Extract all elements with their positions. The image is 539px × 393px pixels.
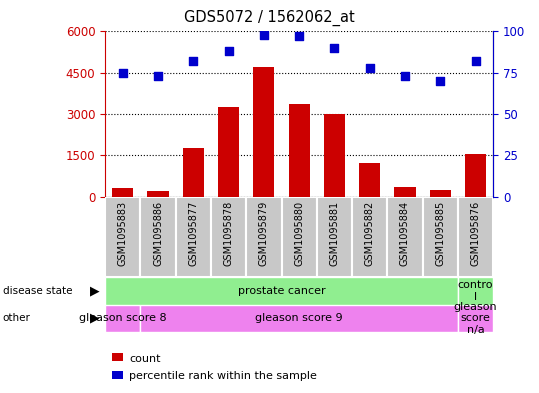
Point <box>189 58 198 64</box>
Point <box>365 64 374 71</box>
Bar <box>281 196 317 277</box>
Bar <box>423 196 458 277</box>
Bar <box>458 277 493 305</box>
Bar <box>253 67 274 196</box>
Bar <box>105 305 140 332</box>
Point <box>330 45 338 51</box>
Point <box>154 73 162 79</box>
Text: contro
l: contro l <box>458 280 493 301</box>
Text: GSM1095885: GSM1095885 <box>436 200 445 266</box>
Bar <box>211 196 246 277</box>
Text: GSM1095877: GSM1095877 <box>188 200 198 266</box>
Bar <box>359 163 381 196</box>
Bar <box>465 154 486 196</box>
Text: gleason score 9: gleason score 9 <box>255 313 343 323</box>
Bar <box>317 196 352 277</box>
Text: ▶: ▶ <box>90 312 100 325</box>
Text: gleason score 8: gleason score 8 <box>79 313 167 323</box>
Point <box>295 33 303 40</box>
Bar <box>112 371 123 379</box>
Text: GSM1095878: GSM1095878 <box>224 200 233 266</box>
Bar <box>218 107 239 196</box>
Bar <box>105 196 140 277</box>
Text: other: other <box>3 313 31 323</box>
Bar <box>458 305 493 332</box>
Bar <box>388 196 423 277</box>
Bar <box>324 114 345 196</box>
Bar <box>148 191 169 196</box>
Text: GSM1095884: GSM1095884 <box>400 200 410 266</box>
Point <box>119 70 127 76</box>
Bar <box>430 189 451 196</box>
Text: GDS5072 / 1562062_at: GDS5072 / 1562062_at <box>184 10 355 26</box>
Bar <box>176 196 211 277</box>
Bar <box>183 148 204 196</box>
Bar <box>112 353 123 361</box>
Point <box>260 31 268 38</box>
Bar <box>140 196 176 277</box>
Point <box>224 48 233 54</box>
Text: prostate cancer: prostate cancer <box>238 286 326 296</box>
Text: count: count <box>129 354 161 364</box>
Text: percentile rank within the sample: percentile rank within the sample <box>129 371 317 382</box>
Text: GSM1095882: GSM1095882 <box>365 200 375 266</box>
Text: GSM1095886: GSM1095886 <box>153 200 163 266</box>
Bar <box>395 187 416 196</box>
Point <box>471 58 480 64</box>
Bar <box>288 104 310 196</box>
Text: disease state: disease state <box>3 286 72 296</box>
Bar <box>140 305 458 332</box>
Text: ▶: ▶ <box>90 284 100 298</box>
Text: gleason
score
n/a: gleason score n/a <box>454 302 497 335</box>
Text: GSM1095880: GSM1095880 <box>294 200 304 266</box>
Text: GSM1095879: GSM1095879 <box>259 200 269 266</box>
Text: GSM1095883: GSM1095883 <box>118 200 128 266</box>
Bar <box>112 188 133 196</box>
Text: GSM1095876: GSM1095876 <box>471 200 481 266</box>
Point <box>400 73 409 79</box>
Bar <box>458 196 493 277</box>
Bar <box>246 196 281 277</box>
Text: GSM1095881: GSM1095881 <box>329 200 340 266</box>
Bar <box>352 196 388 277</box>
Point <box>436 78 445 84</box>
